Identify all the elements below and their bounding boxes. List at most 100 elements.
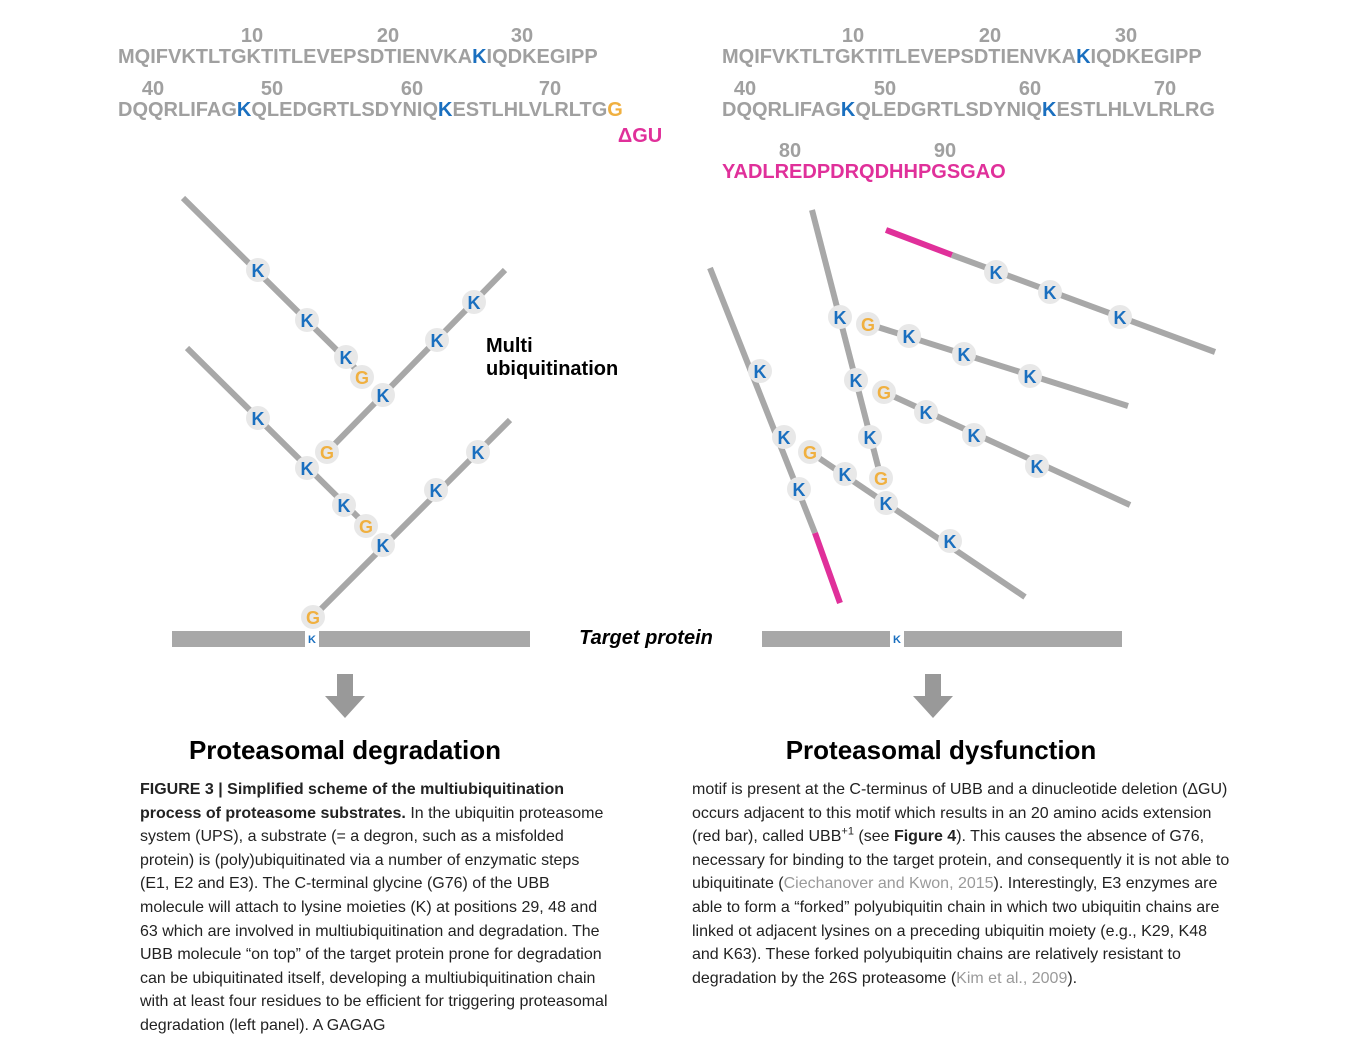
chain — [886, 230, 952, 255]
residue-number: 60 — [1019, 78, 1041, 100]
arrow — [325, 674, 365, 718]
residue-number: 70 — [539, 78, 561, 100]
residue-number: 30 — [511, 25, 533, 47]
caption-text: +1 — [841, 826, 854, 838]
residue-marker: K — [301, 311, 314, 331]
caption-text: ). — [1067, 970, 1077, 987]
caption-text: Figure 4 — [894, 828, 956, 845]
outcome: Proteasomal degradation — [189, 735, 501, 765]
sequence-row: DQQRLIFAGKQLEDGRTLSDYNIQKESTLHLVLRLRG — [722, 99, 1215, 121]
residue-number: 50 — [261, 78, 283, 100]
residue-marker: K — [958, 345, 971, 365]
sequence-segment: ESTLHLVLRLTG — [452, 99, 607, 121]
residue-marker: K — [1114, 308, 1127, 328]
sequence-segment: YADLREDPDRQDHHPGSGAO — [722, 161, 1006, 183]
sequence-segment: QLEDGRTLSDYNIQ — [855, 99, 1042, 121]
residue-marker: G — [306, 608, 320, 628]
residue-marker: K — [377, 386, 390, 406]
sequence-row: MQIFVKTLTGKTITLEVEPSDTIENVKAKIQDKEGIPP — [118, 46, 598, 68]
panel-label: ubiquitination — [486, 358, 618, 380]
caption-text: Kim et al., 2009 — [956, 970, 1067, 987]
residue-marker: G — [359, 517, 373, 537]
residue-marker: K — [1024, 367, 1037, 387]
residue-marker: K — [778, 428, 791, 448]
residue-marker: K — [377, 536, 390, 556]
caption-left: FIGURE 3 | Simplified scheme of the mult… — [140, 778, 612, 1038]
sequence-segment: ESTLHLVLRLRG — [1056, 99, 1215, 121]
page: Multi ubiquitination Target protein K K … — [0, 0, 1354, 1058]
chain — [815, 533, 840, 603]
caption-text: Ciechanover and Kwon, 2015 — [784, 875, 994, 892]
caption-right: motif is present at the C-terminus of UB… — [692, 778, 1232, 990]
residue-marker: K — [252, 409, 265, 429]
residue-marker: K — [880, 494, 893, 514]
residue-marker: K — [340, 348, 353, 368]
sequence-segment: DQQRLIFAG — [118, 99, 237, 121]
arrow — [913, 674, 953, 718]
residue-marker: K — [754, 362, 767, 382]
residue-marker: K — [1044, 283, 1057, 303]
sequence-segment: K — [438, 99, 453, 121]
residue-number: 90 — [934, 140, 956, 162]
residue-marker: K — [430, 481, 443, 501]
residue-marker: K — [834, 308, 847, 328]
residue-marker: G — [874, 469, 888, 489]
sequence-segment: IQDKEGIPP — [1091, 46, 1202, 68]
residue-number: 30 — [1115, 25, 1137, 47]
target-label: Target protein — [579, 627, 713, 649]
residue-marker: K — [1031, 457, 1044, 477]
caption-text: (see — [854, 828, 894, 845]
residue-marker: G — [803, 443, 817, 463]
residue-number: 60 — [401, 78, 423, 100]
residue-marker: K — [944, 532, 957, 552]
sequence-segment: DQQRLIFAG — [722, 99, 841, 121]
sequence-segment: G — [607, 99, 623, 121]
residue-marker: K — [839, 465, 852, 485]
target-marker: K — [308, 634, 316, 646]
panel-label: Multi — [486, 335, 533, 357]
residue-marker: K — [301, 459, 314, 479]
sequence-row: YADLREDPDRQDHHPGSGAO — [722, 161, 1006, 183]
residue-marker: K — [338, 496, 351, 516]
residue-number: 20 — [377, 25, 399, 47]
residue-marker: K — [472, 443, 485, 463]
target-bar — [172, 631, 530, 647]
residue-marker: K — [903, 327, 916, 347]
sequence-segment: K — [1042, 99, 1057, 121]
sequence-segment: K — [472, 46, 487, 68]
residue-marker: K — [990, 263, 1003, 283]
sequence-segment: QLEDGRTLSDYNIQ — [251, 99, 438, 121]
sequence-segment: MQIFVKTLTGKTITLEVEPSDTIENVKA — [118, 46, 472, 68]
residue-marker: K — [968, 426, 981, 446]
residue-marker: K — [468, 293, 481, 313]
caption-text: In the ubiquitin proteasome system (UPS)… — [140, 805, 608, 1034]
residue-marker: K — [864, 428, 877, 448]
residue-marker: K — [252, 261, 265, 281]
figure: Multi ubiquitination Target protein K K … — [0, 0, 1354, 780]
residue-number: 40 — [142, 78, 164, 100]
target-marker: K — [893, 634, 901, 646]
residue-marker: K — [793, 480, 806, 500]
residue-number: 10 — [842, 25, 864, 47]
residue-number: 70 — [1154, 78, 1176, 100]
sequence-segment: K — [841, 99, 856, 121]
residue-number: 40 — [734, 78, 756, 100]
residue-number: 20 — [979, 25, 1001, 47]
residue-marker: G — [355, 368, 369, 388]
sequence-segment: K — [1076, 46, 1091, 68]
residue-number: 10 — [241, 25, 263, 47]
residue-marker: K — [850, 371, 863, 391]
sequence-segment: K — [237, 99, 252, 121]
residue-marker: K — [431, 331, 444, 351]
sequence-segment: IQDKEGIPP — [487, 46, 598, 68]
residue-number: 50 — [874, 78, 896, 100]
target-bar — [762, 631, 1122, 647]
residue-marker: K — [920, 403, 933, 423]
residue-marker: G — [320, 443, 334, 463]
sequence-row: MQIFVKTLTGKTITLEVEPSDTIENVKAKIQDKEGIPP — [722, 46, 1202, 68]
residue-marker: G — [861, 315, 875, 335]
sequence-segment: MQIFVKTLTGKTITLEVEPSDTIENVKA — [722, 46, 1076, 68]
outcome: Proteasomal dysfunction — [786, 735, 1097, 765]
residue-number: 80 — [779, 140, 801, 162]
sequence-row: DQQRLIFAGKQLEDGRTLSDYNIQKESTLHLVLRLTGG — [118, 99, 623, 121]
